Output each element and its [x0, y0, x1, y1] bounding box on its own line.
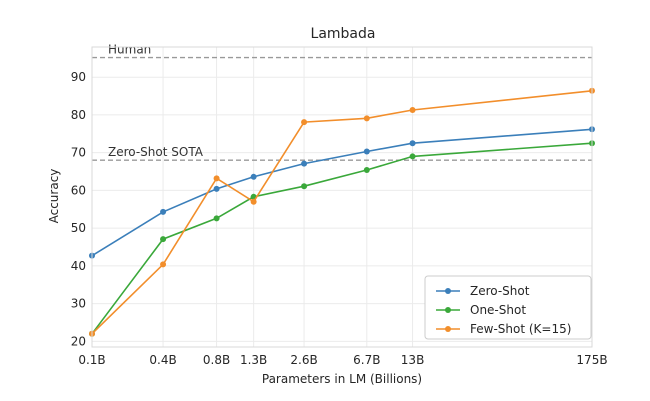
- reference-line-label: Zero-Shot SOTA: [108, 145, 204, 159]
- series-line: [91, 90, 593, 335]
- legend-label: Zero-Shot: [470, 284, 530, 298]
- x-tick-label: 13B: [401, 353, 425, 367]
- series-line: [91, 128, 593, 257]
- data-point: [409, 107, 416, 114]
- x-tick-label: 175B: [576, 353, 607, 367]
- x-tick-label: 0.4B: [149, 353, 176, 367]
- legend-marker: [445, 307, 451, 313]
- y-tick-label: 50: [71, 221, 86, 235]
- data-point: [160, 208, 167, 215]
- data-point: [363, 167, 370, 174]
- data-point: [213, 175, 220, 182]
- data-point: [250, 173, 257, 180]
- data-point: [363, 148, 370, 155]
- data-point: [409, 140, 416, 147]
- series-layer: [89, 87, 595, 337]
- plot-frame: [91, 46, 593, 348]
- series-line: [91, 142, 593, 335]
- data-point: [301, 183, 308, 190]
- data-point: [250, 198, 257, 205]
- y-tick-label: 70: [71, 146, 86, 160]
- data-point: [363, 115, 370, 122]
- legend-label: One-Shot: [470, 303, 526, 317]
- y-tick-label: 20: [71, 334, 86, 348]
- x-tick-label: 0.1B: [78, 353, 105, 367]
- data-point: [301, 160, 308, 167]
- legend-marker: [445, 288, 451, 294]
- x-axis-label: Parameters in LM (Billions): [262, 372, 422, 386]
- y-tick-label: 80: [71, 108, 86, 122]
- legend-box: [424, 275, 592, 340]
- reference-line-label: Human: [108, 43, 151, 57]
- data-point: [301, 119, 308, 126]
- x-tick-label: 2.6B: [290, 353, 317, 367]
- y-axis-label: Accuracy: [47, 169, 61, 224]
- x-tick-label: 1.3B: [240, 353, 267, 367]
- x-tick-label: 6.7B: [353, 353, 380, 367]
- axes: 0.1B 0.4B 0.8B 1.3B 2.6B 6.7B 13B 175B 20 30 40 50 6…: [71, 46, 608, 367]
- data-point: [213, 215, 220, 222]
- legend: Zero-Shot One-Shot Few-Shot (K=15): [424, 275, 592, 340]
- y-tick-label: 40: [71, 259, 86, 273]
- legend-label: Few-Shot (K=15): [470, 322, 571, 336]
- y-tick-label: 60: [71, 183, 86, 197]
- y-tick-label: 30: [71, 297, 86, 311]
- chart-title: Lambada: [311, 26, 376, 42]
- reference-lines: Human Zero-Shot SOTA: [92, 43, 592, 161]
- y-tick-label: 90: [71, 70, 86, 84]
- x-tick-label: 0.8B: [203, 353, 230, 367]
- data-point: [160, 236, 167, 243]
- data-point: [213, 185, 220, 192]
- data-point: [409, 153, 416, 160]
- data-point: [160, 261, 167, 268]
- legend-marker: [445, 326, 451, 332]
